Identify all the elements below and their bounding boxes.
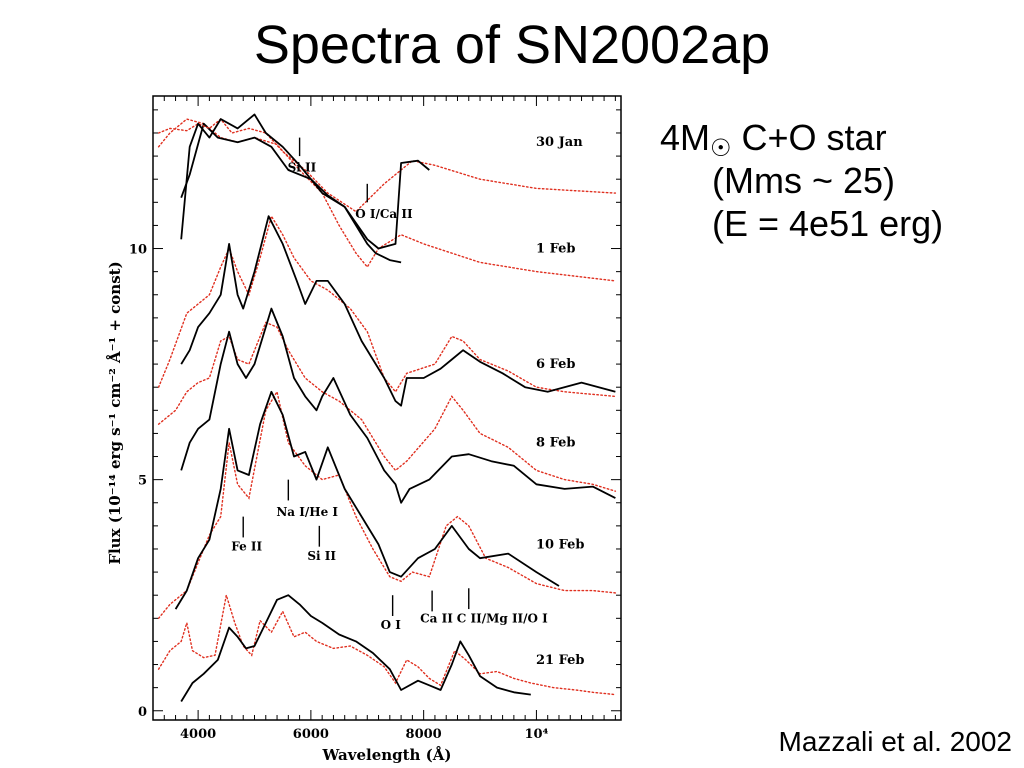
mass-text: 4M bbox=[660, 117, 711, 158]
spectra-chart: 4000 6000 8000 10⁴ 0 5 10 Wavelength (Å) Flux (1… bbox=[106, 95, 622, 764]
line-id-label: Fe II bbox=[231, 540, 262, 554]
y-tick-label: 0 bbox=[138, 705, 147, 720]
observed-line-6-feb bbox=[180, 215, 616, 407]
y-tick-label: 10 bbox=[129, 243, 147, 258]
series-label-30-jan: 30 Jan bbox=[536, 135, 583, 150]
observed-line-1-feb bbox=[180, 113, 430, 250]
y-tick-label: 5 bbox=[138, 474, 147, 489]
series-label-8-feb: 8 Feb bbox=[536, 436, 575, 451]
line-id-label: C II/Mg II/O I bbox=[457, 611, 548, 625]
observed-line-30-jan bbox=[180, 122, 402, 264]
observed-line-8-feb bbox=[180, 307, 616, 504]
series-label-6-feb: 6 Feb bbox=[536, 357, 575, 372]
model-notes: 4M☉ C+O star (Mms ~ 25) (E = 4e51 erg) bbox=[660, 116, 943, 246]
model-line-1-feb bbox=[157, 118, 617, 213]
model-line-8-feb bbox=[157, 321, 617, 492]
series-group bbox=[157, 113, 617, 702]
x-tick-label: 6000 bbox=[293, 727, 329, 742]
observed-line-21-feb bbox=[180, 594, 531, 702]
energy-text: (E = 4e51 erg) bbox=[712, 203, 944, 245]
line-id-label: O I/Ca II bbox=[355, 207, 413, 221]
line-id-label: O I bbox=[381, 618, 402, 632]
x-tick-label: 8000 bbox=[406, 727, 442, 742]
series-label-1-feb: 1 Feb bbox=[536, 242, 575, 257]
series-label-21-feb: 21 Feb bbox=[536, 653, 585, 668]
citation: Mazzali et al. 2002 bbox=[778, 726, 1012, 757]
progenitor-line: 4M☉ C+O star bbox=[660, 116, 943, 162]
axes-group: 4000 6000 8000 10⁴ 0 5 10 Wavelength (Å) Flux (1… bbox=[106, 95, 622, 764]
line-id-label: Na I/He I bbox=[276, 505, 338, 519]
model-line-21-feb bbox=[157, 594, 617, 696]
plot-frame bbox=[152, 95, 622, 721]
y-axis-label: Flux (10⁻¹⁴ erg s⁻¹ cm⁻² Å⁻¹ + const) bbox=[106, 261, 124, 564]
line-id-label: Ca II bbox=[420, 611, 453, 625]
model-line-10-feb bbox=[157, 389, 617, 619]
line-id-label: Si II bbox=[288, 161, 317, 175]
sun-symbol-icon: ☉ bbox=[710, 135, 732, 162]
x-axis-label: Wavelength (Å) bbox=[321, 746, 451, 764]
x-tick-label: 10⁴ bbox=[525, 727, 549, 742]
line-id-label: Si II bbox=[307, 549, 336, 563]
labels-group: 30 Jan 1 Feb 6 Feb 8 Feb 10 Feb 21 Feb Si II O … bbox=[231, 135, 584, 668]
observed-line-10-feb bbox=[174, 390, 560, 610]
mms-text: (Mms ~ 25) bbox=[712, 160, 896, 202]
star-type-text: C+O star bbox=[731, 117, 887, 158]
model-line-6-feb bbox=[157, 214, 617, 398]
x-tick-label: 4000 bbox=[180, 727, 216, 742]
slide-title: Spectra of SN2002ap bbox=[253, 15, 771, 75]
series-label-10-feb: 10 Feb bbox=[536, 537, 585, 552]
